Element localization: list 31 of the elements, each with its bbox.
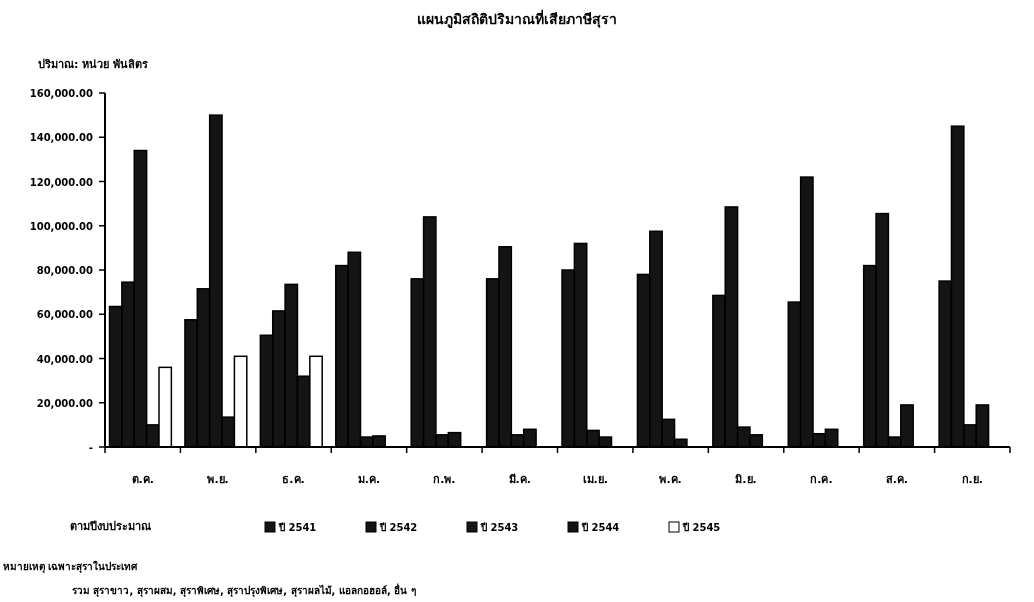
x-tick-label: ธ.ค. — [282, 473, 305, 486]
y-tick-label: 100,000.00 — [29, 220, 94, 232]
y-tick-label: 80,000.00 — [36, 265, 94, 276]
legend-label: ปี 2543 — [480, 522, 519, 533]
chart-title: แผนภูมิสถิติปริมาณที่เสียภาษีสุรา — [417, 9, 617, 28]
legend-label: ปี 2542 — [379, 522, 418, 533]
x-tick-label: เม.ย. — [582, 473, 608, 486]
legend-title: ตามปีงบประมาณ — [70, 520, 152, 533]
y-tick-label: 120,000.00 — [29, 176, 94, 188]
x-tick-label: ต.ค. — [131, 473, 154, 486]
x-tick-label: พ.ย. — [207, 473, 229, 486]
legend-label: ปี 2544 — [581, 522, 620, 533]
x-tick-label: มิ.ย. — [735, 473, 757, 486]
text: รวม สุราขาว, สุราผสม, สุราพิเศษ, สุราปรุงพิเศษ, สุราผลไม้, แอลกอฮอล์, อื่น ๆ — [72, 583, 416, 597]
text: หมายเหตุ เฉพาะสุราในประเทศ — [3, 560, 139, 573]
y-tick-label: - — [88, 442, 93, 453]
x-tick-label: ม.ค. — [357, 473, 381, 486]
legend-label: ปี 2541 — [278, 522, 317, 533]
x-tick-label: มี.ค. — [508, 473, 531, 486]
x-tick-label: พ.ค. — [659, 473, 682, 486]
x-tick-label: ส.ค. — [885, 473, 909, 486]
legend-label: ปี 2545 — [682, 522, 721, 533]
x-tick-label: ก.ย. — [961, 473, 983, 486]
y-tick-label: 140,000.00 — [29, 132, 94, 144]
y-tick-label: 40,000.00 — [36, 353, 94, 365]
y-tick-label: 160,000.00 — [29, 88, 94, 99]
x-tick-label: ก.พ. — [433, 473, 456, 486]
y-tick-label: 60,000.00 — [36, 309, 94, 321]
x-tick-label: ก.ค. — [810, 473, 833, 486]
y-axis-title: ปริมาณ: หน่วย พันลิตร — [38, 58, 149, 71]
y-tick-label: 20,000.00 — [36, 397, 94, 409]
